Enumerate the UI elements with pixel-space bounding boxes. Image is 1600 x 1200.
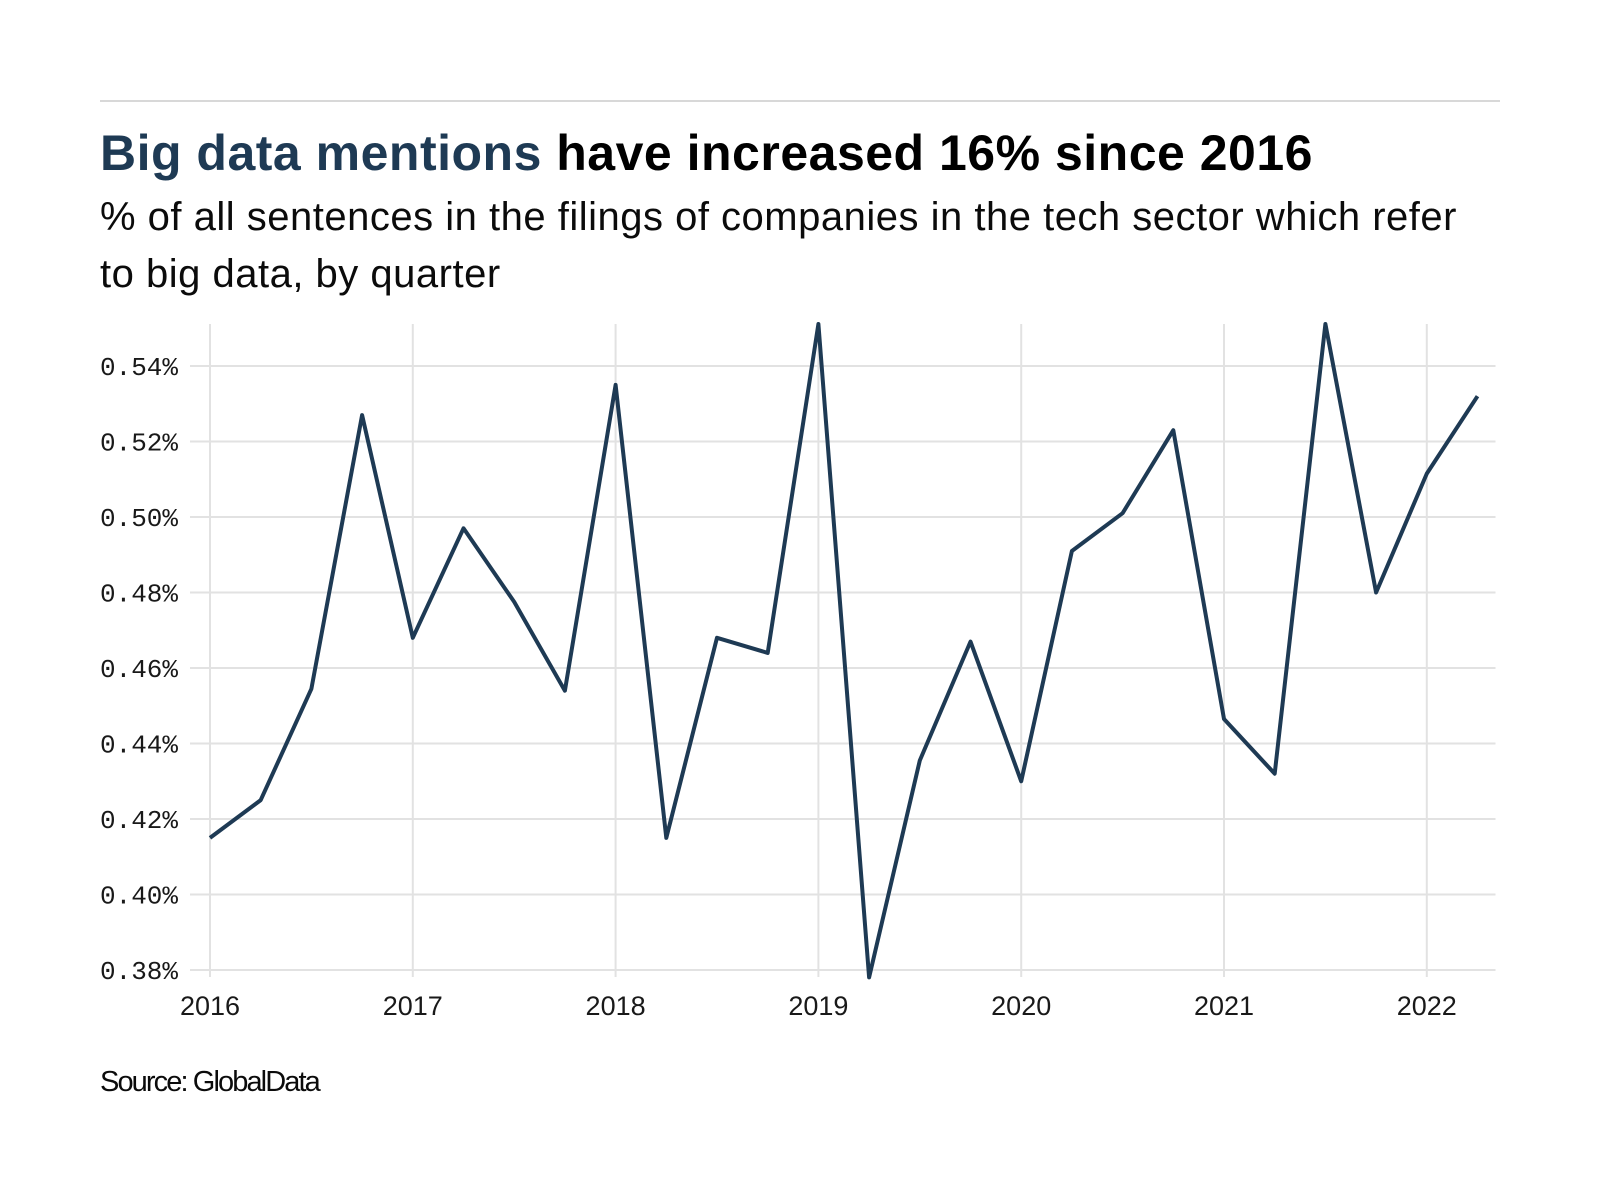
svg-text:2022: 2022	[1397, 991, 1457, 1021]
svg-text:0.54%: 0.54%	[100, 353, 178, 383]
svg-text:0.42%: 0.42%	[100, 806, 178, 836]
svg-text:0.50%: 0.50%	[100, 504, 178, 534]
svg-text:2021: 2021	[1194, 991, 1254, 1021]
svg-text:2019: 2019	[788, 991, 848, 1021]
svg-text:2017: 2017	[383, 991, 443, 1021]
svg-text:0.38%: 0.38%	[100, 957, 178, 987]
svg-text:0.52%: 0.52%	[100, 429, 178, 459]
svg-text:0.48%: 0.48%	[100, 580, 178, 610]
svg-text:2018: 2018	[586, 991, 646, 1021]
svg-text:2020: 2020	[991, 991, 1051, 1021]
svg-text:0.44%: 0.44%	[100, 731, 178, 761]
svg-text:0.46%: 0.46%	[100, 655, 178, 685]
svg-text:2016: 2016	[180, 991, 240, 1021]
svg-text:0.40%: 0.40%	[100, 882, 178, 912]
